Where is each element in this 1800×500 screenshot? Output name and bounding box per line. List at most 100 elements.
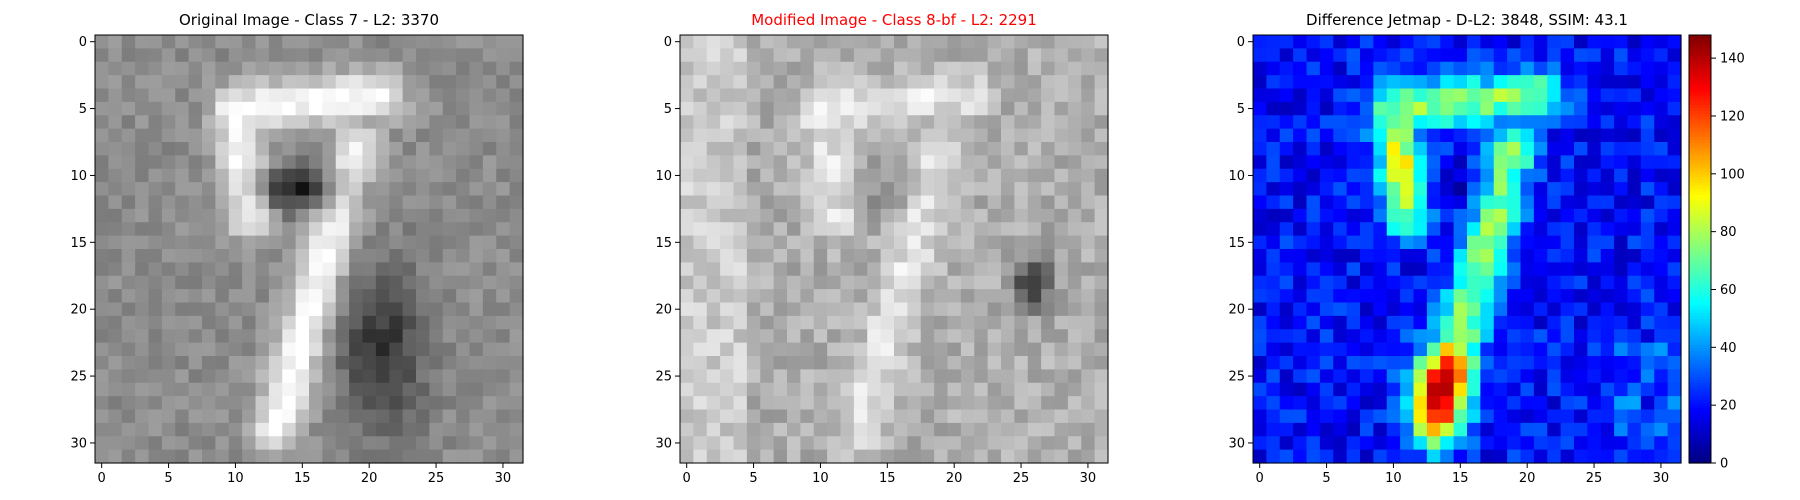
- heatmap-cell: [188, 356, 203, 370]
- heatmap-cell: [1386, 208, 1401, 223]
- heatmap-cell: [1014, 436, 1029, 451]
- heatmap-cell: [1453, 262, 1468, 277]
- heatmap-cell: [1319, 35, 1334, 49]
- colorbar-segment: [1689, 208, 1711, 212]
- heatmap-cell: [268, 342, 283, 357]
- heatmap-cell: [920, 195, 935, 210]
- colorbar-segment: [1689, 35, 1711, 39]
- heatmap-cell: [402, 101, 417, 116]
- heatmap-cell: [680, 422, 694, 437]
- heatmap-cell: [1346, 289, 1361, 304]
- heatmap-cell: [1360, 75, 1374, 90]
- heatmap-cell: [840, 48, 855, 63]
- heatmap-cell: [1533, 142, 1548, 156]
- heatmap-cell: [416, 75, 430, 90]
- heatmap-cell: [295, 275, 310, 290]
- heatmap-cell: [1413, 182, 1428, 197]
- heatmap-cell: [1067, 101, 1082, 116]
- heatmap-cell: [1027, 222, 1042, 237]
- heatmap-cell: [1600, 115, 1615, 130]
- heatmap-cell: [1094, 262, 1109, 277]
- heatmap-cell: [867, 422, 882, 437]
- heatmap-cell: [1587, 396, 1602, 411]
- heatmap-cell: [706, 182, 721, 197]
- heatmap-cell: [309, 101, 323, 116]
- heatmap-cell: [1306, 75, 1321, 90]
- heatmap-cell: [1279, 101, 1294, 116]
- colorbar-segment: [1689, 292, 1711, 296]
- heatmap-cell: [1319, 101, 1334, 116]
- plot-frame: [679, 34, 1109, 464]
- heatmap-cell: [188, 142, 203, 156]
- heatmap-cell: [1279, 235, 1294, 250]
- heatmap-cell: [1373, 382, 1388, 397]
- heatmap-cell: [1306, 35, 1321, 49]
- heatmap-cell: [706, 289, 721, 304]
- heatmap-cell: [1654, 208, 1669, 223]
- heatmap-cell: [1614, 289, 1629, 304]
- heatmap-cell: [880, 302, 895, 317]
- heatmap-cell: [148, 449, 163, 464]
- heatmap-cell: [175, 35, 190, 49]
- heatmap-cell: [1574, 409, 1588, 424]
- heatmap-cell: [1253, 396, 1267, 411]
- heatmap-cell: [268, 329, 283, 344]
- heatmap-cell: [1547, 75, 1562, 90]
- heatmap-cell: [1426, 128, 1441, 143]
- heatmap-cell: [456, 329, 471, 344]
- colorbar-frame: [1688, 34, 1712, 464]
- heatmap-cell: [1614, 115, 1629, 130]
- heatmap-cell: [1253, 235, 1267, 250]
- heatmap-cell: [1560, 142, 1575, 156]
- heatmap-cell: [1493, 302, 1508, 317]
- heatmap-cell: [1667, 396, 1682, 411]
- heatmap-cell: [1386, 182, 1401, 197]
- heatmap-cell: [509, 409, 524, 424]
- colorbar-segment: [1689, 37, 1711, 42]
- heatmap-cell: [1547, 422, 1562, 437]
- heatmap-cell: [787, 262, 801, 277]
- heatmap-cell: [1400, 396, 1415, 411]
- heatmap-cell: [242, 155, 257, 170]
- heatmap-cell: [135, 155, 150, 170]
- heatmap-cell: [322, 396, 337, 411]
- heatmap-cell: [800, 409, 815, 424]
- heatmap-cell: [108, 342, 123, 357]
- heatmap-cell: [1346, 48, 1361, 63]
- heatmap-cell: [920, 128, 935, 143]
- heatmap-cell: [760, 369, 775, 384]
- heatmap-cell: [215, 235, 230, 250]
- heatmap-cell: [706, 48, 721, 63]
- heatmap-cell: [907, 88, 922, 103]
- heatmap-cell: [335, 382, 350, 397]
- heatmap-cell: [960, 208, 975, 223]
- heatmap-cell: [1520, 128, 1535, 143]
- heatmap-cell: [215, 195, 230, 210]
- heatmap-cell: [733, 35, 748, 49]
- heatmap-cell: [1333, 208, 1348, 223]
- heatmap-cell: [1493, 422, 1508, 437]
- heatmap-cell: [1614, 262, 1629, 277]
- colorbar-segment: [1689, 329, 1711, 334]
- heatmap-cell: [228, 409, 243, 424]
- heatmap-cell: [746, 195, 761, 210]
- heatmap-cell: [228, 182, 243, 197]
- heatmap-cell: [1400, 155, 1415, 170]
- heatmap-cell: [1480, 208, 1495, 223]
- heatmap-cell: [202, 275, 216, 290]
- heatmap-cell: [1373, 249, 1388, 263]
- heatmap-cell: [867, 249, 882, 263]
- heatmap-cell: [242, 115, 257, 130]
- heatmap-cell: [907, 275, 922, 290]
- heatmap-cell: [335, 249, 350, 263]
- heatmap-cell: [1386, 115, 1401, 130]
- heatmap-cell: [1587, 249, 1602, 263]
- heatmap-cell: [1094, 155, 1109, 170]
- heatmap-cell: [840, 342, 855, 357]
- heatmap-cell: [148, 195, 163, 210]
- heatmap-cell: [720, 168, 735, 183]
- heatmap-cell: [1520, 75, 1535, 90]
- heatmap-cell: [880, 449, 895, 464]
- colorbar-segment: [1689, 410, 1711, 415]
- heatmap-cell: [1041, 208, 1056, 223]
